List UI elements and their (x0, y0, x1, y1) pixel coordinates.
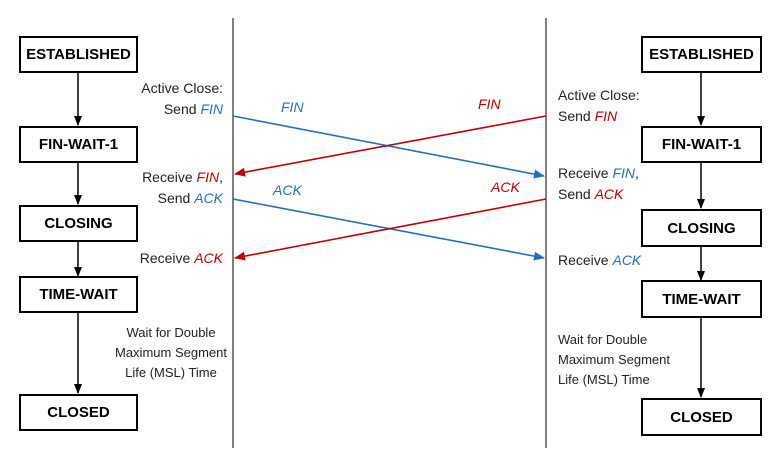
right-receive-ack: ACK (612, 252, 642, 268)
left-send-label: Send (163, 101, 197, 117)
left-receive-ack-label: Receive (139, 250, 191, 266)
right-active-close-line2: Send FIN (558, 106, 640, 127)
left-wait-line3: Life (MSL) Time (125, 365, 217, 380)
left-receive-ack: ACK (194, 250, 223, 266)
left-receive-label: Receive (142, 169, 193, 185)
right-receive-ack-note: Receive ACK (558, 250, 641, 271)
left-receive-fin-note: Receive FIN, Send ACK (142, 167, 223, 209)
left-state-closed: CLOSED (19, 394, 138, 431)
right-receive-comma: , (635, 165, 639, 181)
right-state-established: ESTABLISHED (641, 36, 762, 73)
right-receive-fin-line1: Receive FIN, (558, 163, 639, 184)
left-send-ack: ACK (194, 190, 223, 206)
ack-arrow-right-to-left (234, 198, 547, 261)
right-receive-label: Receive (558, 165, 609, 181)
left-active-close-line2: Send FIN (141, 99, 223, 120)
right-receive-fin-note: Receive FIN, Send ACK (558, 163, 639, 205)
right-active-close-line1: Active Close: (558, 87, 640, 103)
left-receive-fin-line1: Receive FIN, (142, 167, 223, 188)
left-active-close-note: Active Close: Send FIN (141, 78, 223, 120)
left-wait-note: Wait for Double Maximum Segment Life (MS… (112, 323, 230, 383)
right-send-fin: FIN (594, 108, 618, 124)
fin-label-left: FIN (281, 99, 304, 115)
ack-label-right: ACK (491, 179, 520, 195)
left-send-ack-label: Send (157, 190, 191, 206)
right-send-ack: ACK (594, 186, 624, 202)
left-receive-fin-line2: Send ACK (142, 188, 223, 209)
left-state-established: ESTABLISHED (19, 36, 138, 73)
left-receive-comma: , (219, 169, 223, 185)
right-state-time-wait: TIME-WAIT (641, 280, 762, 318)
right-active-close-note: Active Close: Send FIN (558, 85, 640, 127)
left-wait-line1: Wait for Double (126, 325, 216, 340)
right-wait-line1: Wait for Double (558, 332, 648, 347)
left-state-fin-wait-1: FIN-WAIT-1 (19, 126, 138, 163)
left-state-closing: CLOSING (19, 205, 138, 242)
right-send-ack-label: Send (558, 186, 591, 202)
left-active-close-line1: Active Close: (141, 80, 223, 96)
ack-label-left: ACK (273, 182, 302, 198)
right-wait-line2: Maximum Segment (558, 352, 670, 367)
right-receive-fin-line2: Send ACK (558, 184, 639, 205)
left-wait-line2: Maximum Segment (115, 345, 227, 360)
left-receive-fin: FIN (196, 169, 220, 185)
left-receive-ack-note: Receive ACK (140, 248, 223, 269)
right-state-closing: CLOSING (641, 209, 762, 247)
right-send-label: Send (558, 108, 591, 124)
right-wait-line3: Life (MSL) Time (558, 372, 650, 387)
right-wait-note: Wait for Double Maximum Segment Life (MS… (558, 330, 670, 390)
right-receive-ack-label: Receive (558, 252, 609, 268)
right-state-fin-wait-1: FIN-WAIT-1 (641, 126, 762, 163)
right-state-closed: CLOSED (641, 398, 762, 436)
fin-arrow-right-to-left (234, 115, 547, 177)
fin-label-right: FIN (478, 96, 501, 112)
left-send-fin: FIN (200, 101, 223, 117)
right-receive-fin: FIN (612, 165, 636, 181)
left-state-time-wait: TIME-WAIT (19, 276, 138, 313)
